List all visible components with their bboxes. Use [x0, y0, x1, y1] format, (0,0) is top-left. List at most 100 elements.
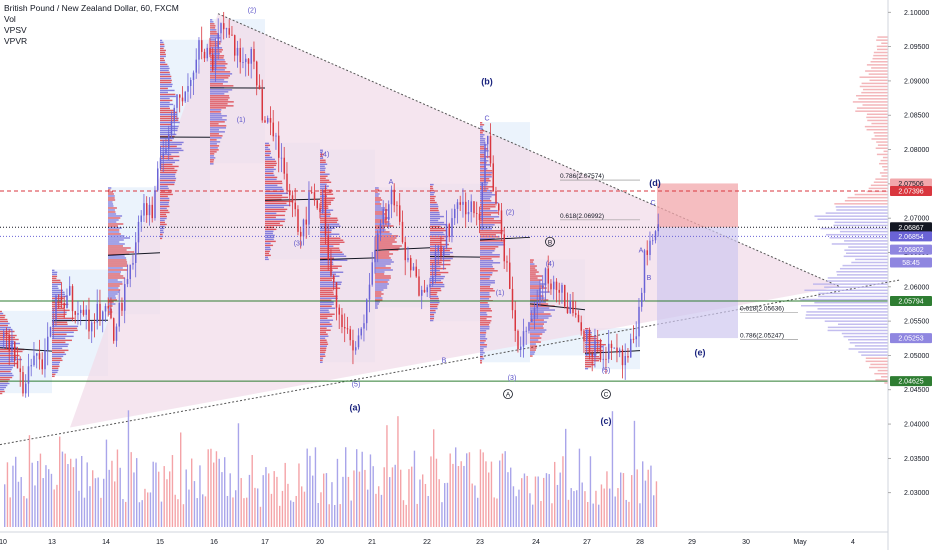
time-tick-label: May	[793, 539, 807, 546]
profile-bar	[265, 245, 273, 246]
profile-bar	[265, 171, 274, 172]
candle-body	[526, 331, 528, 332]
profile-bar	[160, 202, 169, 203]
volume-bar	[518, 490, 519, 527]
volume-bar	[84, 498, 85, 527]
volume-bar	[120, 468, 121, 527]
candle-body	[460, 202, 462, 205]
indicator-vpsv[interactable]: VPSV	[4, 25, 179, 36]
vpvr-bar	[828, 330, 888, 332]
profile-bar	[480, 168, 487, 169]
volume-bar	[384, 467, 385, 527]
profile-bar	[480, 360, 482, 361]
profile-bar	[320, 220, 338, 221]
profile-bar	[160, 62, 165, 63]
profile-bar	[430, 220, 438, 221]
vpvr-bar	[884, 169, 888, 171]
vpvr-bar	[869, 367, 888, 369]
volume-bar	[337, 459, 338, 527]
wave-label: C	[484, 116, 489, 123]
profile-bar	[530, 343, 536, 344]
candle-body	[245, 59, 247, 62]
profile-bar	[320, 336, 328, 337]
volume-bar	[235, 490, 236, 527]
profile-bar	[265, 219, 285, 220]
vpvr-bar	[853, 101, 888, 103]
profile-bar	[160, 88, 168, 89]
profile-bar	[160, 122, 180, 123]
candle-body	[64, 303, 66, 308]
volume-bar	[400, 470, 401, 527]
vpvr-bar	[850, 342, 888, 344]
candle-body	[77, 313, 79, 315]
candle-body	[275, 136, 277, 137]
profile-bar	[108, 215, 122, 216]
price-tick-label: 2.05500	[904, 319, 929, 326]
profile-bar	[52, 272, 57, 273]
profile-bar	[160, 120, 178, 121]
profile-bar	[430, 230, 447, 231]
profile-bar	[530, 271, 539, 272]
profile-bar	[160, 234, 163, 235]
candle-body	[190, 80, 192, 86]
candle-body	[462, 202, 464, 205]
profile-bar	[210, 101, 234, 102]
profile-bar	[375, 267, 391, 268]
volume-bar	[342, 477, 343, 527]
profile-bar	[375, 281, 388, 282]
profile-bar	[160, 96, 176, 97]
profile-bar	[320, 304, 334, 305]
volume-bar	[34, 485, 35, 527]
profile-bar	[210, 125, 226, 126]
vpvr-bar	[870, 364, 888, 366]
indicator-vpvr[interactable]: VPVR	[4, 36, 179, 47]
volume-bar	[15, 457, 16, 527]
profile-bar	[375, 217, 390, 218]
vpvr-bar	[856, 95, 888, 97]
profile-bar	[430, 310, 436, 311]
profile-bar	[585, 368, 588, 369]
profile-bar	[0, 387, 6, 388]
profile-bar	[108, 273, 120, 274]
profile-bar	[0, 311, 2, 312]
volume-bar	[565, 429, 566, 527]
profile-bar	[530, 323, 544, 324]
profile-bar	[108, 201, 113, 202]
profile-bar	[265, 235, 275, 236]
candle-body	[435, 252, 437, 277]
profile-bar	[375, 271, 385, 272]
profile-bar	[265, 185, 277, 186]
candle-body	[446, 224, 448, 248]
profile-bar	[0, 317, 5, 318]
profile-bar	[480, 170, 492, 171]
profile-bar	[375, 295, 381, 296]
volume-bar	[98, 478, 99, 527]
profile-bar	[265, 143, 269, 144]
profile-bar	[480, 294, 490, 295]
short-position-tool[interactable]	[657, 183, 738, 338]
profile-bar	[530, 325, 543, 326]
profile-bar	[108, 221, 116, 222]
indicator-vol[interactable]: Vol	[4, 14, 179, 25]
profile-bar	[52, 376, 55, 377]
profile-bar	[265, 179, 277, 180]
profile-bar	[320, 178, 326, 179]
candle-body	[14, 341, 16, 360]
candle-body	[616, 348, 618, 353]
candle-body	[141, 216, 143, 222]
candle-body	[42, 359, 44, 369]
candle-body	[97, 304, 99, 323]
profile-bar	[160, 98, 170, 99]
vpvr-bar	[877, 154, 888, 156]
take-profit-zone[interactable]	[657, 227, 738, 338]
profile-bar	[265, 159, 275, 160]
volume-bar	[164, 466, 165, 527]
candle-body	[385, 209, 387, 220]
profile-bar	[160, 164, 172, 165]
volume-bar	[7, 462, 8, 527]
volume-bar	[56, 485, 57, 527]
stop-loss-zone[interactable]	[657, 183, 738, 227]
volume-bar	[298, 463, 299, 527]
